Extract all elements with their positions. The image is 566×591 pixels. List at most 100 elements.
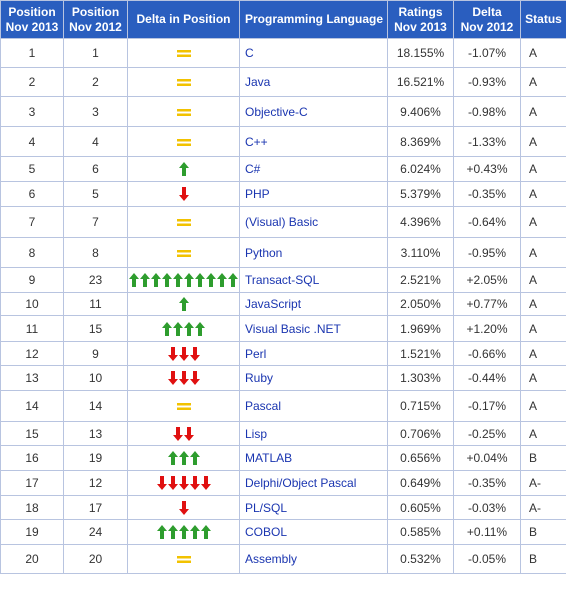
green-up-arrow-icon — [217, 273, 227, 288]
change-indicator — [176, 49, 191, 58]
header-language[interactable]: Programming Language — [239, 0, 388, 39]
rating-cell: 18.155% — [387, 38, 454, 68]
change-indicator — [176, 78, 191, 87]
red-down-arrow-icon — [178, 371, 189, 386]
green-up-arrow-icon — [195, 273, 205, 288]
language-cell[interactable]: C# — [239, 156, 388, 182]
language-cell[interactable]: Perl — [239, 341, 388, 366]
language-cell[interactable]: COBOL — [239, 519, 388, 545]
status-cell: A — [520, 292, 566, 316]
position-2013-cell: 8 — [0, 237, 64, 268]
table-row: 15 13 Lisp 0.706% -0.25% A — [0, 421, 566, 446]
rating-cell: 1.303% — [387, 365, 454, 391]
status-cell: B — [520, 445, 566, 471]
rating-delta-cell: -0.25% — [453, 421, 521, 446]
green-up-arrow-icon — [173, 273, 183, 288]
red-down-arrow-icon — [178, 187, 189, 202]
header-delta-ratings[interactable]: Delta Nov 2012 — [453, 0, 521, 39]
header-position-2013[interactable]: Position Nov 2013 — [0, 0, 64, 39]
change-indicator — [176, 108, 191, 117]
position-change-cell — [127, 390, 240, 422]
rating-delta-cell: -0.35% — [453, 181, 521, 207]
language-cell[interactable]: Assembly — [239, 544, 388, 574]
language-cell[interactable]: Python — [239, 237, 388, 268]
position-change-cell — [127, 237, 240, 268]
table-row: 1 1 C 18.155% -1.07% A — [0, 38, 566, 68]
equal-sign-icon — [176, 108, 191, 117]
header-ratings[interactable]: Ratings Nov 2013 — [387, 0, 454, 39]
language-cell[interactable]: C — [239, 38, 388, 68]
green-up-arrow-icon — [178, 162, 189, 177]
rating-delta-cell: -0.05% — [453, 544, 521, 574]
rating-delta-cell: +0.43% — [453, 156, 521, 182]
table-row: 2 2 Java 16.521% -0.93% A — [0, 67, 566, 97]
status-cell: A — [520, 67, 566, 97]
table-row: 7 7 (Visual) Basic 4.396% -0.64% A — [0, 206, 566, 238]
green-up-arrow-icon — [162, 273, 172, 288]
position-2013-cell: 16 — [0, 445, 64, 471]
language-cell[interactable]: Ruby — [239, 365, 388, 391]
language-cell[interactable]: MATLAB — [239, 445, 388, 471]
status-cell: A- — [520, 495, 566, 520]
rating-cell: 0.715% — [387, 390, 454, 422]
red-down-arrow-icon — [189, 476, 200, 491]
position-2012-cell: 1 — [63, 38, 128, 68]
position-2013-cell: 18 — [0, 495, 64, 520]
rating-cell: 2.050% — [387, 292, 454, 316]
language-cell[interactable]: Delphi/Object Pascal — [239, 470, 388, 496]
language-cell[interactable]: PL/SQL — [239, 495, 388, 520]
position-2012-cell: 24 — [63, 519, 128, 545]
red-down-arrow-icon — [200, 476, 211, 491]
position-change-cell — [127, 38, 240, 68]
language-cell[interactable]: Java — [239, 67, 388, 97]
position-2012-cell: 19 — [63, 445, 128, 471]
table-row: 13 10 Ruby 1.303% -0.44% A — [0, 365, 566, 391]
rating-cell: 1.521% — [387, 341, 454, 366]
rating-delta-cell: -0.35% — [453, 470, 521, 496]
red-down-arrow-icon — [189, 346, 200, 361]
table-row: 4 4 C++ 8.369% -1.33% A — [0, 126, 566, 157]
position-change-cell — [127, 445, 240, 471]
table-row: 5 6 C# 6.024% +0.43% A — [0, 156, 566, 182]
green-up-arrow-icon — [195, 321, 205, 336]
green-up-arrow-icon — [189, 525, 200, 540]
language-cell[interactable]: PHP — [239, 181, 388, 207]
change-indicator — [156, 476, 211, 491]
position-2012-cell: 15 — [63, 315, 128, 342]
table-row: 8 8 Python 3.110% -0.95% A — [0, 237, 566, 268]
language-cell[interactable]: Objective-C — [239, 96, 388, 127]
language-cell[interactable]: C++ — [239, 126, 388, 157]
table-row: 11 15 Visual Basic .NET 1.969% +1.20% A — [0, 315, 566, 342]
change-indicator — [176, 218, 191, 227]
position-2012-cell: 9 — [63, 341, 128, 366]
language-cell[interactable]: Transact-SQL — [239, 267, 388, 293]
equal-sign-icon — [176, 555, 191, 564]
header-position-2012[interactable]: Position Nov 2012 — [63, 0, 128, 39]
status-cell: A — [520, 315, 566, 342]
language-cell[interactable]: Visual Basic .NET — [239, 315, 388, 342]
rating-delta-cell: +0.04% — [453, 445, 521, 471]
rating-cell: 1.969% — [387, 315, 454, 342]
rating-cell: 16.521% — [387, 67, 454, 97]
red-down-arrow-icon — [189, 371, 200, 386]
rating-delta-cell: -0.03% — [453, 495, 521, 520]
position-2013-cell: 3 — [0, 96, 64, 127]
language-cell[interactable]: Lisp — [239, 421, 388, 446]
status-cell: A — [520, 237, 566, 268]
header-delta-position[interactable]: Delta in Position — [127, 0, 240, 39]
green-up-arrow-icon — [189, 451, 200, 466]
rating-delta-cell: -1.07% — [453, 38, 521, 68]
position-change-cell — [127, 292, 240, 316]
table-row: 9 23 Transact-SQL 2.521% +2.05% A — [0, 267, 566, 293]
language-cell[interactable]: Pascal — [239, 390, 388, 422]
position-2012-cell: 20 — [63, 544, 128, 574]
red-down-arrow-icon — [167, 476, 178, 491]
header-status[interactable]: Status — [520, 0, 566, 39]
change-indicator — [173, 426, 194, 441]
position-2012-cell: 13 — [63, 421, 128, 446]
language-cell[interactable]: JavaScript — [239, 292, 388, 316]
rating-cell: 0.706% — [387, 421, 454, 446]
language-cell[interactable]: (Visual) Basic — [239, 206, 388, 238]
green-up-arrow-icon — [129, 273, 139, 288]
position-2012-cell: 10 — [63, 365, 128, 391]
